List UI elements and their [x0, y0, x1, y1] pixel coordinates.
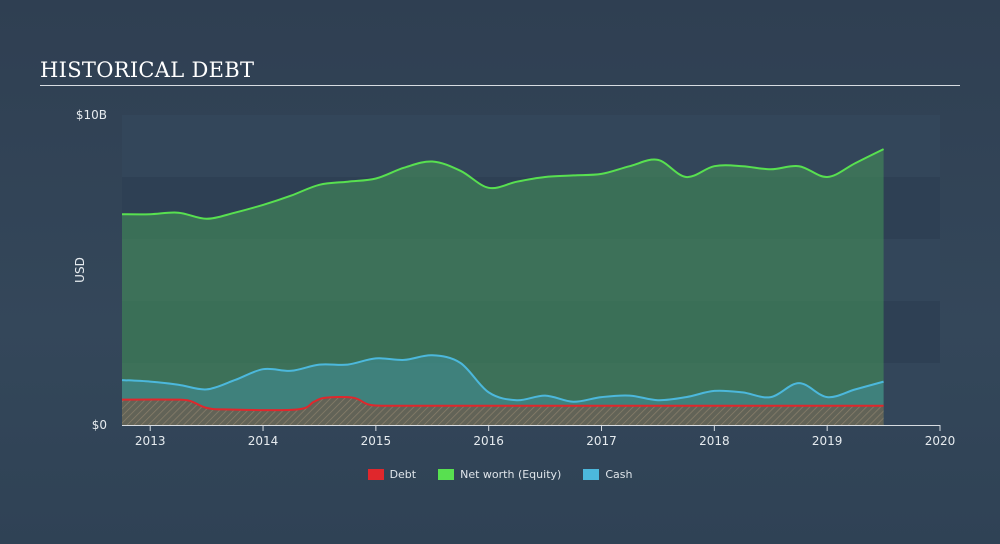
legend-item-cash[interactable]: Cash — [583, 468, 632, 481]
legend-label-equity: Net worth (Equity) — [460, 468, 562, 481]
x-tick-label: 2017 — [586, 434, 617, 448]
x-tick-label: 2020 — [925, 434, 956, 448]
equity-line — [121, 148, 885, 220]
legend-item-debt[interactable]: Debt — [367, 468, 417, 481]
series-areas — [122, 149, 884, 425]
legend-swatch-cash — [583, 469, 600, 480]
legend-label-debt: Debt — [389, 468, 417, 481]
series-lines — [121, 148, 885, 412]
equity-area — [122, 149, 884, 425]
cash-line — [121, 354, 884, 403]
chart-legend: Debt Net worth (Equity) Cash — [0, 468, 1000, 481]
legend-swatch-debt — [367, 469, 384, 480]
debt-area — [122, 396, 884, 425]
debt-line — [121, 395, 884, 412]
background-band — [122, 115, 940, 177]
x-tick-label: 2014 — [248, 434, 279, 448]
title-divider — [40, 85, 960, 86]
x-tick-label: 2018 — [699, 434, 730, 448]
legend-label-cash: Cash — [605, 468, 633, 481]
x-tick-label: 2013 — [135, 434, 166, 448]
legend-item-equity[interactable]: Net worth (Equity) — [438, 468, 561, 481]
page-title: HISTORICAL DEBT — [40, 58, 255, 82]
legend-swatch-equity — [438, 469, 455, 480]
y-tick-label: $0 — [92, 418, 107, 432]
axes: 2013 2014 2015 2016 2017 2018 2019 2020 $0 $10B US… — [73, 108, 955, 448]
x-tick-label: 2019 — [812, 434, 843, 448]
x-tick-label: 2016 — [473, 434, 504, 448]
x-tick-label: 2015 — [361, 434, 392, 448]
y-tick-label: $10B — [76, 108, 107, 122]
y-axis-label: USD — [73, 257, 87, 283]
